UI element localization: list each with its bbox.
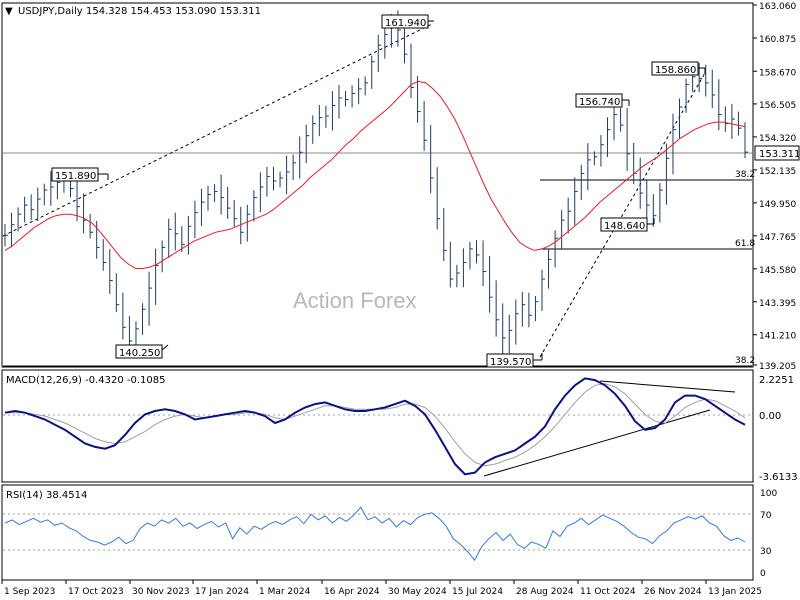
rsi-line	[4, 506, 746, 561]
header-triangle: ▼	[5, 6, 13, 17]
annotation-158860-text: 158.860	[655, 65, 696, 76]
macd-tick-top: 2.2251	[759, 375, 794, 386]
symbol-label: USDJPY,Daily	[18, 6, 83, 17]
x-axis-label: 13 Jan 2025	[708, 587, 762, 597]
rsi-tick-0: 0	[760, 569, 766, 579]
fib-label-61: 61.8	[735, 239, 755, 249]
macd-title: MACD(12,26,9) -0.4320 -0.1085	[6, 375, 166, 386]
macd-tick-bottom: -3.6133	[759, 472, 798, 483]
annotation-139570: 139.570	[486, 353, 543, 368]
rsi-tick-100: 100	[760, 489, 777, 499]
rsi-title: RSI(14) 38.4514	[6, 490, 87, 501]
watermark: Action Forex	[293, 288, 417, 313]
x-axis-label: 1 Sep 2023	[4, 587, 55, 597]
current-price-box	[754, 145, 800, 161]
macd-tick-zero: 0.00	[759, 411, 781, 422]
fib-label-38-lower: 38.2	[735, 356, 755, 366]
price-candles	[4, 10, 748, 355]
price-axis-label: 139.205	[759, 362, 796, 372]
price-axis-label: 141.210	[759, 332, 796, 342]
annotation-156740-text: 156.740	[579, 97, 620, 108]
x-axis-label: 17 Jan 2024	[195, 587, 249, 597]
x-axis-label: 1 Mar 2024	[259, 587, 311, 597]
annotation-139570-text: 139.570	[490, 357, 531, 368]
rsi-tick-70: 70	[760, 511, 772, 521]
price-axis-label: 152.135	[759, 167, 796, 177]
annotation-140250-text: 140.250	[119, 348, 160, 359]
price-axis-label: 156.505	[759, 101, 796, 111]
ohlc-label: 154.328 154.453 153.090 153.311	[86, 6, 261, 17]
x-axis: 1 Sep 2023 17 Oct 2023 30 Nov 2023 17 Jan 2…	[1, 580, 762, 597]
price-axis-label: 145.580	[759, 266, 796, 276]
annotation-148640: 148.640	[600, 217, 655, 232]
rsi-panel	[1, 484, 754, 581]
annotation-140250: 140.250	[115, 344, 169, 359]
x-axis-label: 26 Nov 2024	[644, 587, 702, 597]
x-axis-label: 11 Oct 2024	[580, 587, 636, 597]
price-axis-label: 158.670	[759, 68, 796, 78]
macd-line	[4, 377, 746, 476]
x-axis-label: 28 Aug 2024	[516, 587, 574, 597]
macd-panel	[1, 369, 754, 483]
moving-average-line	[4, 80, 746, 269]
annotation-158860: 158.860	[651, 61, 706, 76]
x-axis-label: 30 Nov 2023	[132, 587, 190, 597]
annotation-151890: 151.890	[51, 167, 109, 182]
price-axis-label: 149.950	[759, 200, 796, 210]
price-axis: 163.060 160.875 158.670 156.505 154.320 152.1…	[753, 2, 796, 372]
price-axis-label: 154.320	[759, 134, 796, 144]
trendline-rising-dashed	[539, 72, 706, 358]
annotation-151890-text: 151.890	[55, 171, 96, 182]
annotation-148640-text: 148.640	[604, 221, 645, 232]
price-axis-label: 147.765	[759, 233, 796, 243]
x-axis-label: 17 Oct 2023	[68, 587, 124, 597]
macd-trendline-rising	[483, 409, 711, 477]
x-axis-label: 15 Jul 2024	[452, 587, 503, 597]
price-panel	[1, 2, 754, 368]
rsi-tick-30: 30	[760, 547, 772, 557]
macd-trendline-falling	[599, 380, 736, 393]
current-price-label: 153.311	[759, 149, 800, 160]
fib-label-38-upper: 38.2	[735, 170, 755, 180]
price-axis-label: 143.395	[759, 299, 796, 309]
x-axis-label: 30 May 2024	[388, 587, 447, 597]
trendline-upper-dashed	[2, 23, 433, 237]
x-axis-label: 16 Apr 2024	[324, 587, 380, 597]
annotation-161940-text: 161.940	[385, 18, 426, 29]
annotation-161940: 161.940	[381, 14, 434, 29]
annotation-156740: 156.740	[575, 93, 630, 108]
price-axis-label: 160.875	[759, 35, 796, 45]
price-axis-label: 163.060	[759, 2, 796, 12]
